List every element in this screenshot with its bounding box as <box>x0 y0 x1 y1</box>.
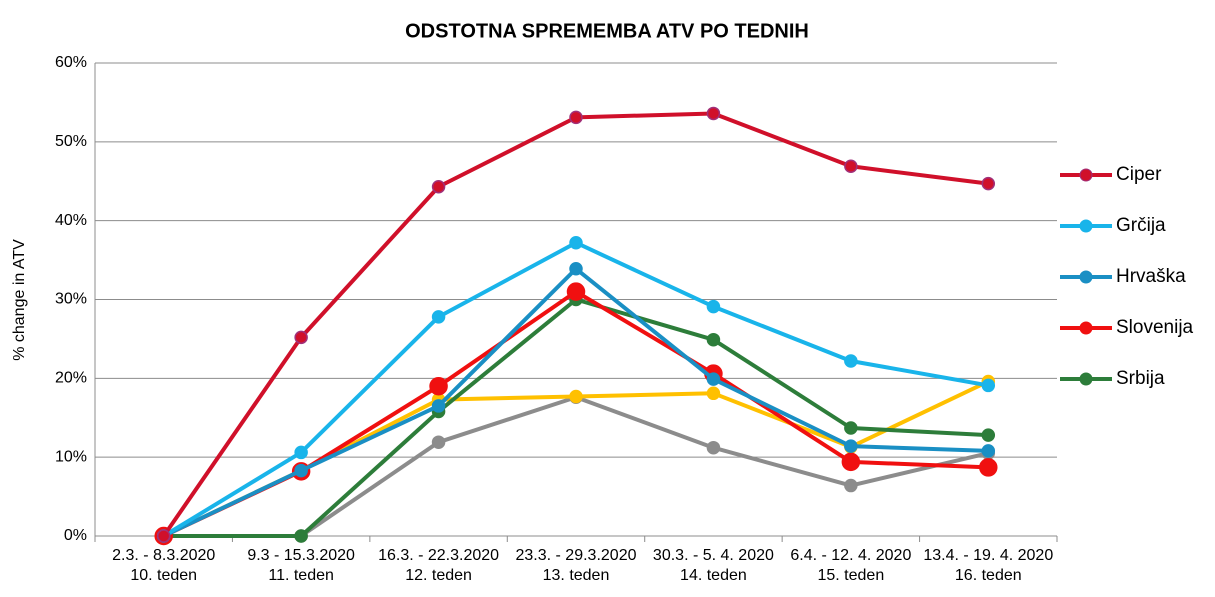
point <box>844 439 858 453</box>
series-line <box>163 297 989 538</box>
point <box>569 389 583 404</box>
point <box>431 399 446 413</box>
point <box>706 299 721 314</box>
legend-label: Srbija <box>1116 368 1165 389</box>
x-tick-label: 13.4. - 19. 4. 2020 <box>923 547 1053 564</box>
point <box>569 235 583 250</box>
legend-marker <box>1079 321 1093 335</box>
point <box>981 176 996 191</box>
legend-marker <box>1079 372 1093 386</box>
point <box>981 378 996 393</box>
y-tick-label: 10% <box>55 448 87 465</box>
point <box>706 386 721 401</box>
y-tick-label: 60% <box>55 54 87 71</box>
chart-title: ODSTOTNA SPREMEMBA ATV PO TEDNIH <box>405 20 809 42</box>
x-tick-label: 12. teden <box>405 567 472 584</box>
point <box>844 421 858 435</box>
point <box>429 376 448 396</box>
point <box>706 332 721 347</box>
point <box>979 458 998 477</box>
y-tick-label: 40% <box>55 212 87 229</box>
y-tick-label: 20% <box>55 370 87 387</box>
x-tick-label: 30.3. - 5. 4. 2020 <box>653 547 774 564</box>
point <box>706 106 721 121</box>
point <box>981 444 996 458</box>
legend-label: Grčija <box>1116 215 1166 236</box>
legend-marker <box>1079 270 1093 284</box>
legend-label: Ciper <box>1116 164 1162 185</box>
y-axis-label: % change in ATV <box>11 239 28 361</box>
legend-marker <box>1079 219 1093 233</box>
y-tick-label: 0% <box>64 527 87 544</box>
point <box>844 159 858 174</box>
x-tick-label: 2.3. - 8.3.2020 <box>112 547 215 564</box>
point <box>294 330 308 345</box>
x-tick-label: 23.3. - 29.3.2020 <box>516 547 637 564</box>
y-tick-label: 30% <box>55 291 87 308</box>
x-tick-label: 6.4. - 12. 4. 2020 <box>790 547 911 564</box>
x-tick-label: 15. teden <box>817 567 884 584</box>
x-tick-label: 14. teden <box>680 567 747 584</box>
point <box>844 478 858 493</box>
point <box>706 440 721 455</box>
point <box>294 529 308 543</box>
point <box>841 452 861 472</box>
point <box>294 463 308 478</box>
x-tick-label: 9.3 - 15.3.2020 <box>247 547 355 564</box>
x-tick-label: 16.3. - 22.3.2020 <box>378 547 499 564</box>
point <box>294 445 308 460</box>
point <box>566 282 586 301</box>
legend-label: Hrvaška <box>1116 266 1186 287</box>
point <box>569 262 583 276</box>
legend-label: Slovenija <box>1116 317 1194 338</box>
point <box>569 110 583 125</box>
x-tick-label: 10. teden <box>130 567 197 584</box>
point <box>156 529 171 543</box>
point <box>981 428 996 442</box>
y-tick-label: 50% <box>55 133 87 150</box>
point <box>844 354 858 368</box>
point <box>431 435 446 449</box>
legend-marker <box>1079 168 1093 182</box>
point <box>706 372 721 386</box>
point <box>431 180 446 194</box>
point <box>431 310 446 324</box>
series-line <box>162 111 989 538</box>
x-tick-label: 16. teden <box>955 567 1022 584</box>
series-line <box>163 395 989 538</box>
x-tick-label: 13. teden <box>543 567 610 584</box>
series-line <box>162 289 989 538</box>
x-tick-label: 11. teden <box>268 567 334 584</box>
